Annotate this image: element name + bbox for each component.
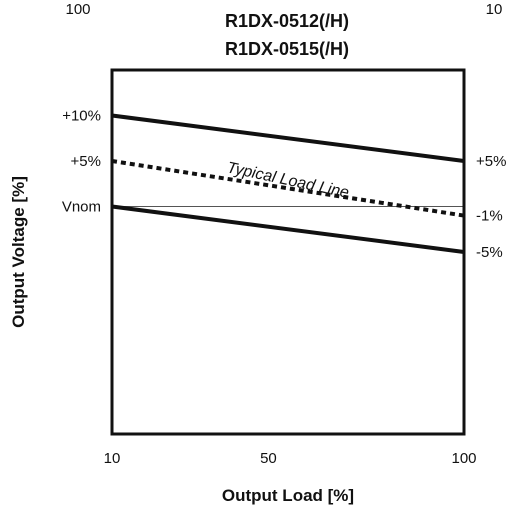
tick-labels: 10 50 100 +10% +5% Vnom +5% -1% -5% (62, 108, 507, 468)
x-tick-label: 10 (104, 450, 121, 467)
chart-title-line-1: R1DX-0512(/H) (225, 11, 349, 31)
chart-title-line-2: R1DX-0515(/H) (225, 39, 349, 59)
y-tick-label-right: +5% (476, 153, 506, 170)
y-tick-label-left: +5% (71, 153, 101, 170)
x-axis-label: Output Load [%] (222, 486, 354, 505)
corner-label-right: 10 (486, 1, 503, 18)
x-tick-label: 50 (260, 450, 277, 467)
y-tick-label-left: +10% (62, 108, 101, 125)
limit-line-lower (111, 204, 465, 254)
plot-frame (110, 68, 466, 436)
typical-load-line-label: Typical Load Line (225, 159, 350, 201)
corner-label-left: 100 (65, 1, 90, 18)
plot-marks (111, 113, 465, 254)
y-tick-label-left: Vnom (62, 199, 101, 216)
y-tick-label-right: -1% (476, 208, 503, 225)
x-tick-label: 100 (451, 450, 476, 467)
y-axis-label: Output Voltage [%] (9, 176, 28, 328)
limit-line-upper (111, 113, 465, 163)
y-tick-label-right: -5% (476, 244, 503, 261)
